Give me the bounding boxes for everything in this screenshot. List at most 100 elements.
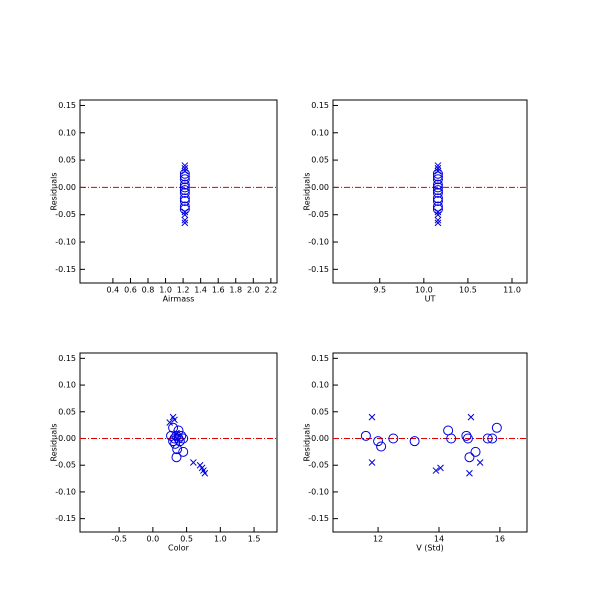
point-circle	[432, 171, 443, 182]
y-tick-label: -0.10	[308, 487, 329, 496]
x-tick-label: -0.5	[111, 535, 127, 544]
point-circle	[432, 179, 443, 190]
point-cross	[437, 464, 444, 472]
x-tick-label: 0.6	[124, 286, 137, 295]
x-tick-label: 14	[434, 535, 444, 544]
point-circle	[178, 446, 189, 457]
y-tick-label: 0.10	[58, 128, 76, 137]
y-tick-label: 0.15	[311, 101, 329, 110]
y-tick-label: -0.00	[308, 183, 329, 192]
point-cross	[466, 469, 473, 477]
point-circle	[179, 168, 190, 179]
y-tick-label: 0.15	[58, 354, 76, 363]
x-tick-label: 1.6	[212, 286, 225, 295]
x-tick-label: 16	[495, 535, 505, 544]
y-axis-label: Residuals	[50, 173, 59, 211]
point-cross	[368, 413, 376, 421]
point-circle	[388, 433, 399, 444]
point-circle	[446, 433, 457, 444]
x-axis-label: V (Std)	[416, 544, 444, 553]
y-tick-label: -0.15	[308, 514, 329, 523]
point-circle	[172, 444, 183, 455]
x-tick-label: 0.0	[146, 535, 159, 544]
y-tick-label: -0.05	[55, 210, 76, 219]
point-cross	[368, 459, 376, 466]
x-tick-label: 2.2	[264, 286, 277, 295]
point-cross	[434, 162, 442, 169]
y-tick-label: 0.05	[311, 156, 329, 165]
point-cross	[181, 167, 189, 175]
y-tick-label: -0.15	[55, 265, 76, 274]
plot-frame	[332, 99, 528, 284]
y-tick-label: 0.10	[58, 381, 76, 390]
point-circle	[432, 201, 443, 212]
point-circle	[373, 436, 384, 447]
point-circle	[179, 171, 190, 182]
y-tick-label: -0.15	[308, 265, 329, 274]
y-tick-label: -0.15	[55, 514, 76, 523]
point-cross	[432, 467, 440, 474]
y-tick-label: 0.15	[58, 101, 76, 110]
plot-frame	[79, 99, 278, 284]
point-circle	[179, 201, 190, 212]
point-circle	[432, 204, 443, 215]
point-circle	[360, 430, 371, 441]
y-tick-label: -0.05	[55, 461, 76, 470]
x-tick-label: 1.0	[214, 535, 227, 544]
x-tick-label: 12	[373, 535, 383, 544]
x-tick-label: 10.0	[415, 286, 433, 295]
point-circle	[487, 433, 498, 444]
x-tick-label: 1.5	[248, 535, 261, 544]
point-circle	[491, 422, 502, 433]
point-cross	[476, 459, 484, 466]
x-axis-label: UT	[425, 295, 436, 304]
y-tick-label: -0.10	[55, 238, 76, 247]
x-tick-label: 1.0	[159, 286, 172, 295]
point-cross	[181, 211, 189, 219]
point-cross	[434, 216, 442, 224]
point-circle	[171, 430, 182, 441]
point-circle	[432, 182, 443, 193]
point-cross	[181, 219, 189, 227]
y-tick-label: -0.10	[308, 238, 329, 247]
point-circle	[470, 446, 481, 457]
x-tick-label: 1.8	[229, 286, 242, 295]
point-cross	[467, 413, 475, 421]
point-circle	[432, 187, 443, 198]
x-tick-label: 2.0	[247, 286, 260, 295]
x-tick-label: 1.4	[194, 286, 207, 295]
x-axis-label: Color	[168, 544, 190, 553]
point-cross	[181, 216, 189, 224]
point-cross	[434, 211, 442, 219]
point-cross	[173, 429, 180, 437]
point-circle	[462, 433, 473, 444]
point-cross	[201, 469, 209, 477]
point-circle	[179, 185, 190, 196]
x-tick-label: 0.8	[142, 286, 155, 295]
point-cross	[189, 459, 197, 466]
y-tick-label: -0.00	[308, 434, 329, 443]
plot-frame	[79, 352, 278, 533]
point-circle	[432, 174, 443, 185]
point-circle	[179, 196, 190, 207]
point-cross	[181, 208, 189, 216]
y-axis-label: Residuals	[303, 173, 312, 211]
point-circle	[179, 204, 190, 215]
x-tick-label: 1.2	[177, 286, 190, 295]
point-circle	[166, 430, 177, 441]
point-circle	[432, 196, 443, 207]
point-cross	[434, 167, 442, 175]
point-circle	[461, 430, 472, 441]
point-cross	[434, 164, 442, 172]
point-circle	[482, 433, 493, 444]
point-circle	[179, 182, 190, 193]
point-cross	[181, 162, 189, 169]
y-tick-label: -0.00	[55, 183, 76, 192]
y-tick-label: 0.10	[311, 128, 329, 137]
x-tick-label: 11.0	[503, 286, 521, 295]
point-circle	[179, 174, 190, 185]
x-tick-label: 10.5	[459, 286, 477, 295]
y-tick-label: -0.10	[55, 487, 76, 496]
point-circle	[376, 441, 387, 452]
